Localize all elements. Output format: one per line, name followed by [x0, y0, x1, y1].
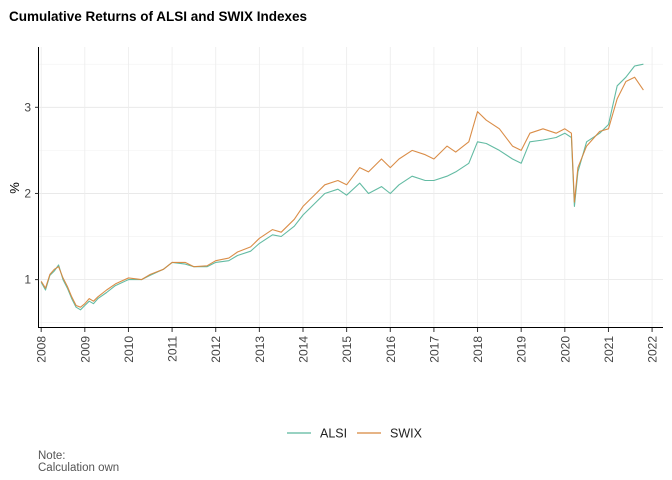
y-tick-label: 2: [24, 186, 31, 200]
note-label: Note:: [38, 450, 66, 462]
x-tick-label: 2010: [122, 336, 136, 363]
x-tick-label: 2008: [35, 336, 49, 363]
x-tick-label: 2021: [602, 336, 616, 363]
x-ticks: 2008 2009 2010 2011 2012 2013 2014 2015 2016 2017…: [35, 328, 660, 363]
y-axis-title: %: [7, 182, 22, 194]
x-tick-label: 2022: [646, 336, 660, 363]
legend-label-alsi: ALSI: [320, 427, 347, 441]
x-tick-label: 2016: [384, 336, 398, 363]
series-line-alsi: [40, 63, 644, 311]
y-tick-label: 1: [24, 273, 31, 287]
series-layer: [40, 63, 644, 311]
chart-title: Cumulative Returns of ALSI and SWIX Inde…: [9, 9, 307, 24]
x-tick-label: 2018: [471, 336, 485, 363]
x-tick-label: 2011: [166, 336, 180, 362]
x-tick-label: 2013: [253, 336, 267, 363]
y-ticks: 1 2 3: [24, 100, 39, 287]
grid: [39, 47, 663, 327]
x-tick-label: 2014: [297, 336, 311, 363]
legend-label-swix: SWIX: [390, 427, 423, 441]
x-tick-label: 2012: [209, 336, 223, 363]
legend: ALSI SWIX: [287, 427, 423, 441]
y-tick-label: 3: [24, 100, 31, 114]
series-line-swix: [40, 76, 644, 308]
x-tick-label: 2009: [78, 336, 92, 363]
x-tick-label: 2017: [427, 336, 441, 363]
x-tick-label: 2019: [515, 336, 529, 363]
x-tick-label: 2020: [558, 336, 572, 363]
caption-text: Calculation own: [38, 462, 119, 474]
x-tick-label: 2015: [340, 336, 354, 363]
